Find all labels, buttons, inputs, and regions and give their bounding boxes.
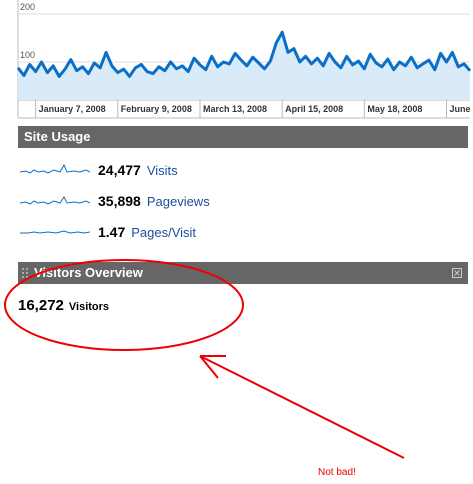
metric-label[interactable]: Pageviews	[146, 193, 210, 209]
x-tick-label: June	[450, 104, 471, 114]
y-tick-label: 100	[20, 50, 35, 60]
y-tick-label: 200	[20, 2, 35, 12]
sparkline	[20, 163, 90, 174]
x-tick-label: May 18, 2008	[367, 104, 422, 114]
visitors-overview-header: Visitors Overview	[18, 262, 468, 284]
sparkline	[20, 196, 90, 205]
arrow	[199, 355, 405, 459]
drag-handle[interactable]	[22, 268, 30, 278]
x-tick-label: February 9, 2008	[121, 104, 192, 114]
close-button[interactable]	[452, 268, 462, 278]
visits-chart: 100 200 January 7, 2008 February 9, 2008 Mar…	[16, 0, 472, 119]
header-title: Visitors Overview	[34, 265, 143, 280]
x-tick-label: April 15, 2008	[285, 104, 343, 114]
line	[16, 30, 472, 78]
metric-value: 1.47	[98, 224, 126, 240]
metric-label[interactable]: Pages/Visit	[131, 224, 197, 240]
metric-row: 35,898 Pageviews	[20, 190, 210, 212]
area	[18, 32, 470, 101]
metric-label[interactable]: Visits	[146, 162, 178, 178]
x-tick-label: March 13, 2008	[203, 104, 267, 114]
x-tick-label: January 7, 2008	[39, 104, 106, 114]
sparkline	[20, 230, 90, 234]
site-usage-header: Site Usage	[18, 126, 468, 148]
visitors-value: 16,272	[18, 297, 64, 314]
visitors-label: Visitors	[68, 301, 110, 313]
metric-value: 24,477	[98, 162, 141, 178]
metric-value: 35,898	[98, 193, 141, 209]
visitors-row: 16,272 Visitors	[18, 297, 109, 314]
metric-row: 24,477 Visits	[20, 159, 178, 181]
metric-row: 1.47 Pages/Visit	[20, 221, 196, 243]
annotation-text: Not bad!	[318, 467, 356, 478]
